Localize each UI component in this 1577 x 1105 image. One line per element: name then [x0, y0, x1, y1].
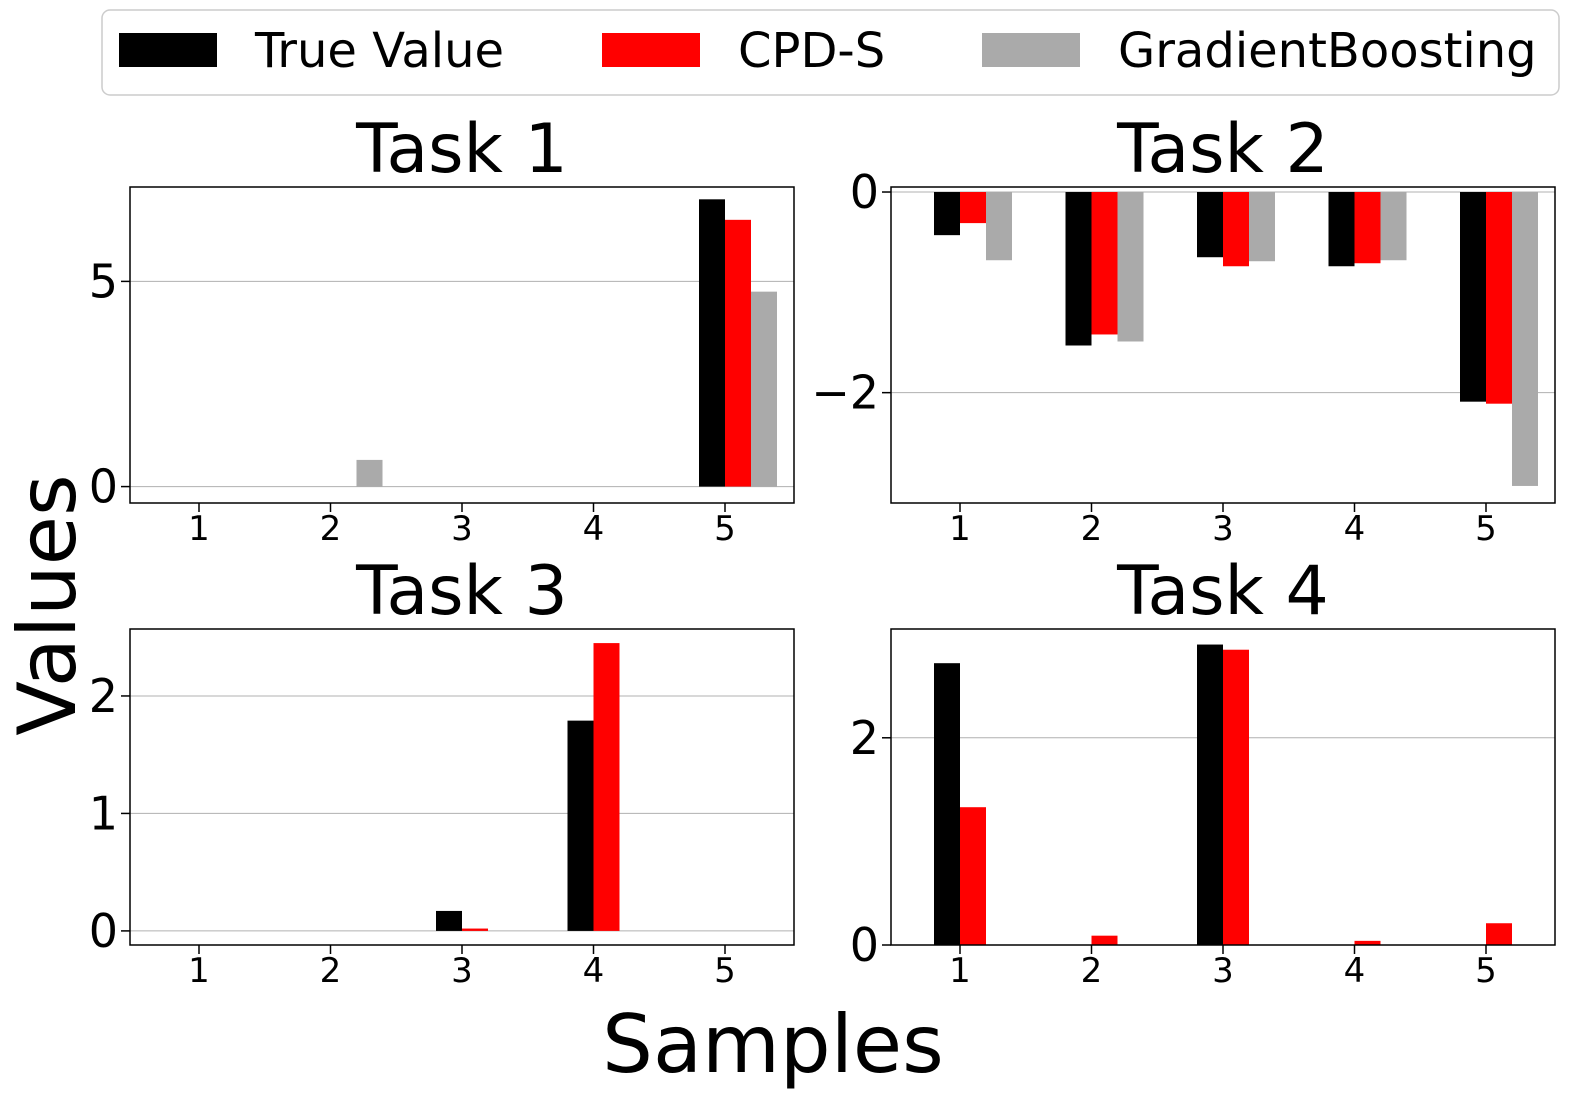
x-tick-label: 3 — [1212, 509, 1234, 549]
panel-task-4: Task 4 0 2 1 2 3 4 5 — [850, 552, 1556, 991]
bar-cpd-s-sample-3 — [462, 928, 488, 931]
panel-task-1: Task 1 0 5 1 2 3 4 5 — [89, 110, 795, 549]
bar-true-value-sample-2 — [1065, 192, 1092, 346]
legend: True Value CPD-S GradientBoosting — [101, 9, 1560, 96]
panel-task-3: Task 3 0 1 2 1 2 3 4 5 — [89, 552, 795, 991]
bar-true-value-sample-4 — [1328, 192, 1355, 267]
bar-cpd-s-sample-4 — [1354, 940, 1381, 945]
bar-gradientboosting-sample-5 — [1512, 192, 1538, 486]
x-tick-label: 5 — [714, 951, 736, 991]
x-tick-label: 2 — [320, 509, 342, 549]
x-tick-label: 4 — [1344, 509, 1366, 549]
x-tick-label: 1 — [949, 509, 971, 549]
bar-cpd-s-sample-3 — [1223, 649, 1249, 945]
axes-frame — [129, 628, 795, 946]
x-axis-label: Samples — [602, 998, 944, 1091]
x-tick-label: 2 — [1081, 509, 1103, 549]
axes-frame — [129, 186, 795, 504]
y-tick-label: −2 — [811, 366, 879, 420]
legend-label-cpd-s: CPD-S — [738, 23, 885, 79]
bar-gradientboosting-sample-1 — [986, 192, 1012, 261]
panel-title: Task 1 — [355, 110, 568, 189]
bar-cpd-s-sample-4 — [593, 643, 620, 931]
bar-gradientboosting-sample-5 — [751, 291, 777, 487]
y-tick-label: 5 — [89, 254, 118, 308]
bar-gradientboosting-sample-2 — [1117, 192, 1144, 342]
x-tick-label: 1 — [188, 509, 210, 549]
panel-title: Task 3 — [355, 552, 568, 631]
bar-gradientboosting-sample-3 — [1249, 192, 1275, 262]
bar-cpd-s-sample-4 — [1354, 192, 1381, 264]
x-tick-label: 1 — [949, 951, 971, 991]
bar-cpd-s-sample-2 — [1091, 192, 1118, 335]
x-tick-label: 2 — [1081, 951, 1103, 991]
bar-cpd-s-sample-2 — [1091, 935, 1118, 945]
x-tick-label: 4 — [583, 509, 605, 549]
bar-gradientboosting-sample-4 — [1380, 192, 1407, 261]
x-tick-label: 5 — [1475, 951, 1497, 991]
x-tick-label: 1 — [188, 951, 210, 991]
legend-swatch-cpd-s — [602, 33, 700, 67]
y-tick-label: 1 — [89, 786, 118, 840]
y-tick-label: 0 — [850, 165, 879, 219]
bar-true-value-sample-4 — [567, 720, 594, 931]
bar-true-value-sample-1 — [934, 192, 960, 236]
y-tick-label: 2 — [89, 669, 118, 723]
bar-true-value-sample-1 — [934, 663, 960, 945]
x-tick-label: 3 — [451, 951, 473, 991]
panel-task-2: Task 2 0 −2 1 2 3 4 5 — [811, 110, 1556, 549]
x-tick-label: 5 — [1475, 509, 1497, 549]
x-tick-label: 4 — [583, 951, 605, 991]
x-tick-label: 3 — [451, 509, 473, 549]
bar-cpd-s-sample-5 — [1486, 923, 1512, 945]
x-tick-label: 2 — [320, 951, 342, 991]
y-tick-label: 0 — [89, 460, 118, 514]
y-tick-label: 0 — [850, 918, 879, 972]
bar-true-value-sample-3 — [436, 910, 462, 931]
bar-gradientboosting-sample-2 — [356, 459, 383, 487]
y-tick-label: 2 — [850, 711, 879, 765]
panel-title: Task 4 — [1116, 552, 1329, 631]
legend-swatch-true-value — [119, 33, 217, 67]
bar-cpd-s-sample-1 — [960, 192, 986, 224]
bar-cpd-s-sample-1 — [960, 807, 986, 945]
panel-title: Task 2 — [1116, 110, 1329, 189]
x-tick-label: 3 — [1212, 951, 1234, 991]
bar-true-value-sample-3 — [1197, 644, 1223, 945]
bar-true-value-sample-3 — [1197, 192, 1223, 258]
legend-swatch-gradientboosting — [982, 33, 1080, 67]
bar-true-value-sample-5 — [1460, 192, 1486, 402]
y-tick-label: 0 — [89, 904, 118, 958]
legend-label-true-value: True Value — [254, 23, 504, 79]
bar-cpd-s-sample-5 — [725, 219, 751, 487]
x-tick-label: 4 — [1344, 951, 1366, 991]
bar-true-value-sample-5 — [699, 199, 725, 487]
y-axis-label: Values — [1, 474, 94, 735]
legend-label-gradientboosting: GradientBoosting — [1118, 23, 1537, 79]
bar-cpd-s-sample-3 — [1223, 192, 1249, 267]
bar-cpd-s-sample-5 — [1486, 192, 1512, 404]
x-tick-label: 5 — [714, 509, 736, 549]
legend-frame — [101, 9, 1560, 96]
